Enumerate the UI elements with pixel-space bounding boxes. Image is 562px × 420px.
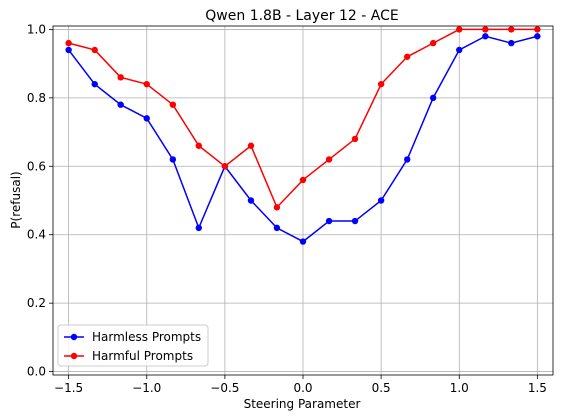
x-tick-label: 1.0 [450, 381, 469, 395]
data-point [377, 80, 385, 88]
y-tick-label: 1.0 [27, 22, 46, 36]
data-point [247, 142, 255, 149]
y-tick-label: 0.8 [27, 91, 46, 105]
data-point [508, 39, 515, 47]
legend-label: Harmless Prompts [92, 330, 201, 344]
series-2 [65, 26, 541, 211]
ticks: −1.5 −1.0 −0.5 0.0 0.5 1.0 1.5 0.0 0.2 0.4 0.6 0.8 1… [27, 22, 547, 395]
y-axis-title: P(refusal) [9, 171, 23, 228]
data-point [534, 26, 541, 33]
data-point [169, 156, 177, 163]
data-point [456, 46, 463, 54]
grid [53, 26, 553, 375]
data-point [351, 217, 359, 225]
data-point [273, 224, 281, 232]
data-point [456, 26, 463, 33]
x-tick-label: −1.5 [54, 381, 83, 395]
data-point [143, 80, 150, 88]
data-point [117, 74, 124, 81]
x-tick-label: −0.5 [210, 381, 239, 395]
legend-item: Harmful Prompts [64, 349, 193, 363]
data-point [534, 33, 541, 40]
legend: Harmless Prompts Harmful Prompts [57, 324, 209, 367]
data-point [377, 197, 385, 204]
data-point [195, 224, 202, 232]
x-tick-label: 0.0 [293, 381, 312, 395]
data-point [221, 163, 229, 170]
series-layer [65, 26, 541, 245]
legend-item: Harmless Prompts [64, 330, 201, 344]
data-point [195, 142, 202, 149]
data-point [273, 204, 281, 211]
data-point [143, 115, 150, 122]
data-point [91, 80, 98, 88]
legend-box [57, 324, 209, 367]
data-point [429, 94, 437, 102]
data-point [404, 53, 411, 60]
y-tick-label: 0.6 [27, 159, 46, 173]
data-point [404, 156, 411, 163]
legend-marker [70, 333, 78, 341]
y-tick-label: 0.0 [27, 365, 46, 379]
y-tick-label: 0.2 [27, 296, 46, 310]
data-point [508, 26, 515, 33]
data-point [247, 197, 255, 204]
data-point [91, 46, 98, 54]
x-axis-title: Steering Parameter [244, 397, 361, 411]
data-point [65, 46, 72, 54]
x-tick-label: −1.0 [132, 381, 161, 395]
data-point [325, 156, 333, 163]
data-point [351, 135, 359, 143]
legend-label: Harmful Prompts [92, 349, 193, 363]
data-point [299, 238, 307, 245]
data-point [65, 39, 72, 47]
data-point [299, 176, 307, 184]
data-point [482, 26, 489, 33]
chart-title: Qwen 1.8B - Layer 12 - ACE [205, 8, 398, 24]
x-tick-label: 1.5 [528, 381, 547, 395]
data-point [429, 39, 437, 47]
data-point [117, 101, 124, 108]
data-point [325, 217, 333, 225]
data-point [169, 101, 177, 108]
data-point [482, 33, 489, 40]
x-tick-label: 0.5 [372, 381, 391, 395]
y-tick-label: 0.4 [27, 228, 46, 242]
legend-marker [70, 352, 78, 360]
